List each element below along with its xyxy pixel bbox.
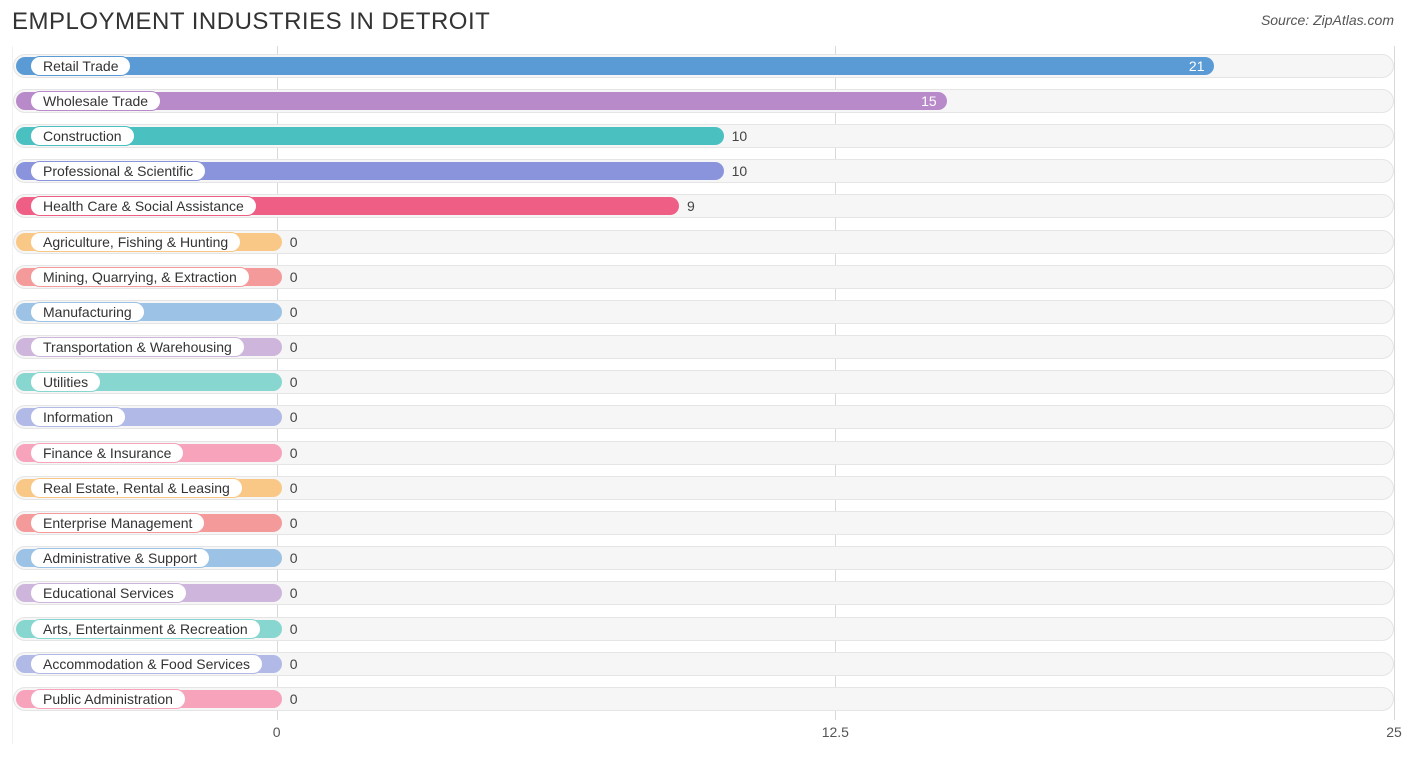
bar-label: Real Estate, Rental & Leasing [30, 478, 243, 498]
x-tick-label: 12.5 [822, 724, 849, 740]
bar-track: 0 Finance & Insurance [13, 441, 1394, 465]
bar-track: 10 Professional & Scientific [13, 159, 1394, 183]
bar-value: 0 [290, 269, 298, 285]
bar-row: 0 Enterprise Management [13, 505, 1394, 540]
bar-label: Educational Services [30, 583, 187, 603]
bar-label: Public Administration [30, 689, 186, 709]
bar-track: 0 Arts, Entertainment & Recreation [13, 617, 1394, 641]
bar-label: Wholesale Trade [30, 91, 161, 111]
chart-header: EMPLOYMENT INDUSTRIES IN DETROIT Source:… [12, 8, 1394, 36]
bar-track: 0 Manufacturing [13, 300, 1394, 324]
bar-track: 0 Educational Services [13, 581, 1394, 605]
bar-label: Accommodation & Food Services [30, 654, 263, 674]
bar-label: Professional & Scientific [30, 161, 206, 181]
bar-value: 0 [290, 585, 298, 601]
x-tick-label: 25 [1386, 724, 1402, 740]
bar-track: 0 Accommodation & Food Services [13, 652, 1394, 676]
chart-area: 21 Retail Trade 15 Wholesale Trade 10 Constru… [12, 46, 1394, 744]
bar-track: 0 Real Estate, Rental & Leasing [13, 476, 1394, 500]
chart-title: EMPLOYMENT INDUSTRIES IN DETROIT [12, 8, 490, 36]
bar-value: 9 [687, 198, 695, 214]
bar-row: 0 Finance & Insurance [13, 435, 1394, 470]
bar-label: Transportation & Warehousing [30, 337, 245, 357]
bar-track: 0 Mining, Quarrying, & Extraction [13, 265, 1394, 289]
bar-track: 0 Enterprise Management [13, 511, 1394, 535]
bar-value: 15 [921, 93, 937, 109]
bar-row: 0 Administrative & Support [13, 541, 1394, 576]
bar-value: 0 [290, 304, 298, 320]
bar-value: 21 [1189, 58, 1205, 74]
bar-row: 0 Utilities [13, 365, 1394, 400]
bar-row: 0 Transportation & Warehousing [13, 330, 1394, 365]
bar-row: 0 Agriculture, Fishing & Hunting [13, 224, 1394, 259]
bar-label: Health Care & Social Assistance [30, 196, 257, 216]
x-axis: 012.525 [13, 722, 1394, 744]
bar-row: 0 Public Administration [13, 681, 1394, 716]
bar-fill: 21 [16, 57, 1214, 75]
bar-label: Mining, Quarrying, & Extraction [30, 267, 250, 287]
bar-row: 10 Construction [13, 118, 1394, 153]
bar-row: 0 Educational Services [13, 576, 1394, 611]
x-tick-label: 0 [273, 724, 281, 740]
bar-row: 0 Information [13, 400, 1394, 435]
bar-row: 0 Arts, Entertainment & Recreation [13, 611, 1394, 646]
bar-row: 21 Retail Trade [13, 48, 1394, 83]
bar-row: 0 Real Estate, Rental & Leasing [13, 470, 1394, 505]
bar-label: Information [30, 407, 126, 427]
bar-value: 0 [290, 234, 298, 250]
bar-label: Arts, Entertainment & Recreation [30, 619, 261, 639]
bar-value: 0 [290, 374, 298, 390]
bar-value: 0 [290, 550, 298, 566]
bar-value: 10 [732, 163, 748, 179]
bar-label: Finance & Insurance [30, 443, 184, 463]
bar-value: 0 [290, 339, 298, 355]
bar-track: 0 Transportation & Warehousing [13, 335, 1394, 359]
bar-value: 0 [290, 621, 298, 637]
bar-label: Retail Trade [30, 56, 131, 76]
bar-track: 10 Construction [13, 124, 1394, 148]
bar-value: 0 [290, 515, 298, 531]
bar-label: Manufacturing [30, 302, 145, 322]
bar-track: 0 Agriculture, Fishing & Hunting [13, 230, 1394, 254]
bar-label: Utilities [30, 372, 101, 392]
bar-track: 0 Administrative & Support [13, 546, 1394, 570]
bar-row: 0 Mining, Quarrying, & Extraction [13, 259, 1394, 294]
bar-row: 10 Professional & Scientific [13, 154, 1394, 189]
bar-track: 0 Information [13, 405, 1394, 429]
bar-track: 0 Utilities [13, 370, 1394, 394]
bar-value: 0 [290, 656, 298, 672]
bar-row: 0 Accommodation & Food Services [13, 646, 1394, 681]
bar-value: 0 [290, 691, 298, 707]
bar-row: 9 Health Care & Social Assistance [13, 189, 1394, 224]
bar-row: 0 Manufacturing [13, 294, 1394, 329]
bar-label: Construction [30, 126, 135, 146]
gridline [1394, 46, 1395, 720]
bar-track: 15 Wholesale Trade [13, 89, 1394, 113]
chart-source: Source: ZipAtlas.com [1261, 12, 1394, 28]
bar-value: 0 [290, 409, 298, 425]
bar-label: Agriculture, Fishing & Hunting [30, 232, 241, 252]
bar-value: 0 [290, 445, 298, 461]
bar-value: 0 [290, 480, 298, 496]
bar-label: Enterprise Management [30, 513, 205, 533]
bar-value: 10 [732, 128, 748, 144]
bar-track: 0 Public Administration [13, 687, 1394, 711]
bar-track: 21 Retail Trade [13, 54, 1394, 78]
bar-track: 9 Health Care & Social Assistance [13, 194, 1394, 218]
bar-rows: 21 Retail Trade 15 Wholesale Trade 10 Constru… [13, 46, 1394, 717]
bar-row: 15 Wholesale Trade [13, 83, 1394, 118]
bar-label: Administrative & Support [30, 548, 210, 568]
